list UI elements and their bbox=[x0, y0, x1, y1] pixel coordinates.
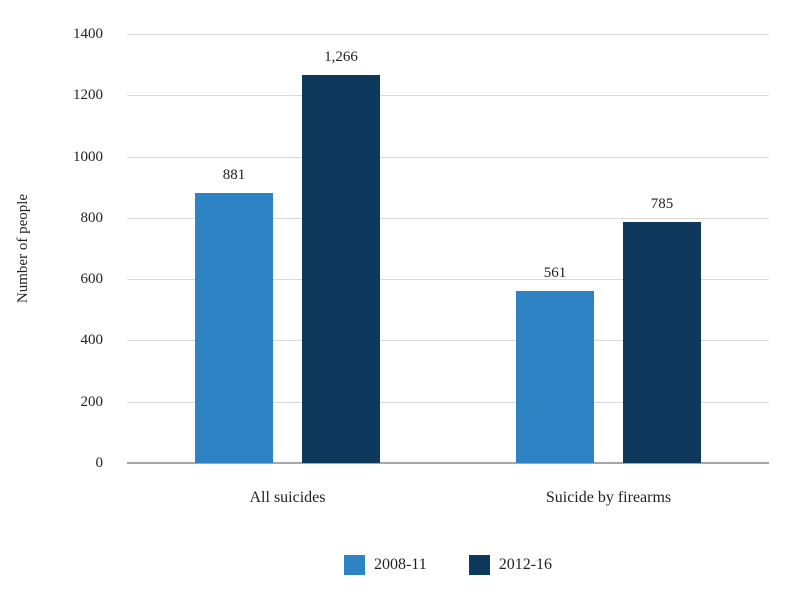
gridline-y-1400 bbox=[127, 34, 769, 35]
gridline-y-600 bbox=[127, 279, 769, 281]
category-label-suicide-by-firearms: Suicide by firearms bbox=[545, 489, 672, 506]
legend-swatch-icon bbox=[468, 555, 490, 575]
y-tick-label-800: 800 bbox=[80, 209, 104, 226]
legend: 2008-11 2012-16 bbox=[127, 555, 769, 575]
gridline-y-1000 bbox=[127, 156, 769, 158]
bar-2008-11-suicide-by-firearms bbox=[516, 291, 594, 463]
y-tick-label-600: 600 bbox=[80, 271, 104, 288]
legend-entry-2012-16: 2012-16 bbox=[468, 555, 553, 575]
value-label-2012-16-all-suicides: 1,266 bbox=[324, 49, 358, 66]
category-label-all-suicides: All suicides bbox=[249, 489, 326, 506]
plot-area: 881 1,266 561 785 bbox=[127, 34, 769, 464]
y-tick-label-200: 200 bbox=[80, 393, 104, 410]
bar-2012-16-all-suicides bbox=[302, 75, 380, 463]
gridline-y-1200 bbox=[127, 95, 769, 97]
bar-2008-11-all-suicides bbox=[195, 193, 273, 463]
gridline-y-800 bbox=[127, 217, 769, 219]
y-tick-label-1000: 1000 bbox=[73, 148, 103, 165]
legend-label: 2008-11 bbox=[373, 556, 427, 573]
value-label-2012-16-suicide-by-firearms: 785 bbox=[650, 196, 674, 213]
x-axis-line bbox=[127, 462, 769, 464]
y-tick-label-400: 400 bbox=[80, 332, 104, 349]
legend-entry-2008-11: 2008-11 bbox=[343, 555, 427, 575]
y-axis-title: Number of people bbox=[14, 34, 34, 463]
gridline-y-400 bbox=[127, 340, 769, 342]
y-axis-title-text: Number of people bbox=[15, 193, 32, 304]
y-tick-label-0: 0 bbox=[95, 455, 104, 471]
y-tick-label-1400: 1400 bbox=[73, 26, 103, 42]
y-tick-label-1200: 1200 bbox=[73, 87, 103, 104]
legend-label: 2012-16 bbox=[498, 556, 553, 573]
bar-2012-16-suicide-by-firearms bbox=[623, 222, 701, 463]
value-label-2008-11-suicide-by-firearms: 561 bbox=[543, 265, 567, 282]
value-label-2008-11-all-suicides: 881 bbox=[222, 167, 246, 184]
gridline-y-200 bbox=[127, 401, 769, 403]
legend-swatch-icon bbox=[343, 555, 365, 575]
